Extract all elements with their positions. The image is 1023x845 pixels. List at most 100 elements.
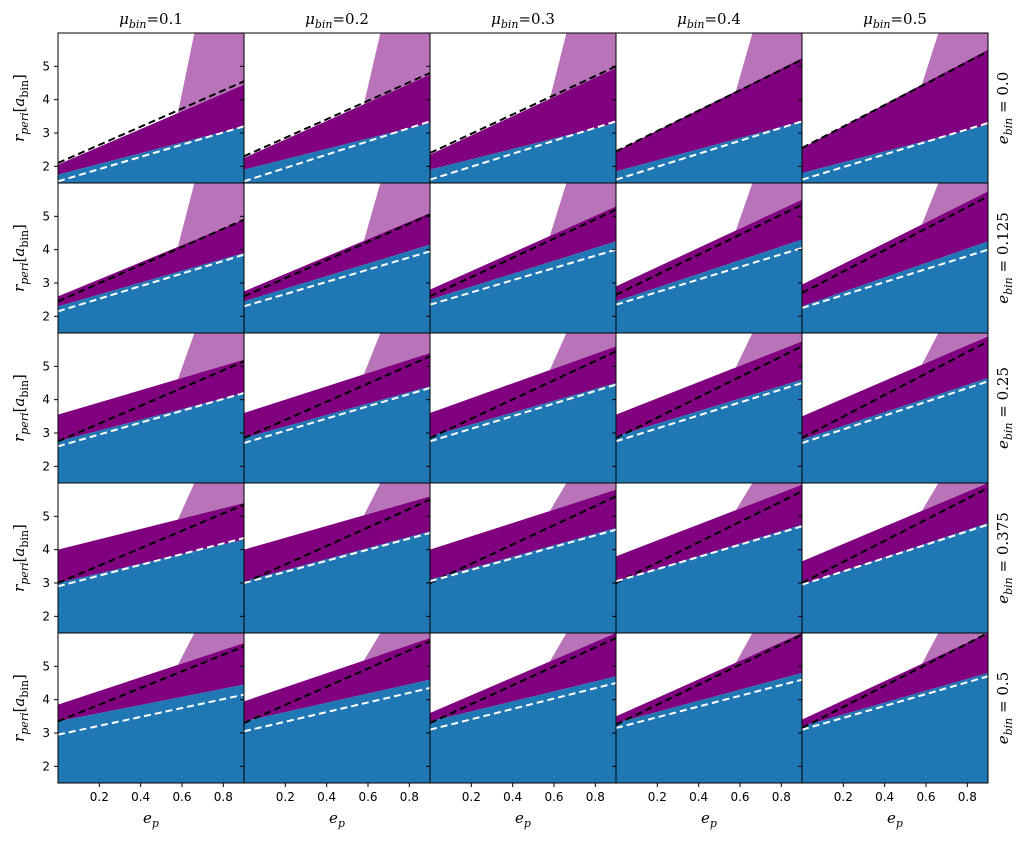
mixed-region (244, 496, 430, 582)
white-dashed-line (430, 682, 616, 731)
label-value: =0.3 (518, 10, 554, 28)
y-axis-label: rperi[abin] (10, 374, 31, 442)
y-axis-label: rperi[abin] (10, 224, 31, 292)
mixed-plume (363, 333, 430, 375)
label-bracket-close: ] (10, 224, 28, 230)
black-dashed-line (616, 58, 802, 153)
label-subscript: peri (18, 412, 31, 434)
unstable-region (244, 386, 430, 483)
mixed-plume (549, 483, 616, 511)
y-tick-label: 4 (42, 543, 50, 557)
y-tick-label: 3 (42, 276, 50, 290)
mixed-region (430, 68, 616, 170)
column-title: μbin=0.1 (119, 10, 183, 31)
label-subscript: p (896, 817, 903, 830)
y-axis-label: rperi[abin] (10, 74, 31, 142)
panel-r0-c3 (612, 32, 803, 187)
black-dashed-line (244, 355, 430, 439)
black-dashed-line (802, 50, 988, 149)
mixed-plume (177, 333, 244, 380)
label-subscript: bin (1002, 118, 1015, 136)
label-value: = 0.0 (994, 72, 1012, 118)
black-dashed-line (58, 360, 244, 443)
row-title: ebin = 0.25 (994, 367, 1015, 449)
mixed-plume (921, 33, 988, 85)
black-dashed-line (58, 218, 244, 303)
mixed-region (244, 353, 430, 438)
y-tick-label: 3 (42, 126, 50, 140)
label-symbol: e (701, 809, 710, 827)
x-tick-label: 0.4 (503, 790, 522, 804)
label-symbol: e (994, 135, 1012, 144)
mixed-plume (921, 183, 988, 225)
x-tick-label: 0.6 (358, 790, 377, 804)
label-value: = 0.375 (994, 512, 1012, 577)
label-subscript: p (338, 817, 345, 830)
black-dashed-line (244, 213, 430, 298)
black-dashed-line (616, 345, 802, 439)
label-bracket-close: ] (10, 524, 28, 530)
label-subscript: bin (873, 18, 891, 31)
column-title: μbin=0.3 (491, 10, 555, 31)
x-tick-label: 0.4 (875, 790, 894, 804)
x-tick-label: 0.4 (317, 790, 336, 804)
x-tick-label: 0.2 (462, 790, 481, 804)
label-value: =0.4 (704, 10, 740, 28)
label-bracket-subscript: bin (18, 680, 31, 698)
black-dashed-line (430, 350, 616, 439)
unstable-region (58, 684, 244, 783)
black-dashed-line (58, 503, 244, 584)
mixed-plume (921, 333, 988, 365)
y-tick-label: 2 (42, 309, 50, 323)
label-bracket-open: [ (10, 707, 28, 713)
mixed-region (244, 213, 430, 302)
unstable-region (244, 244, 430, 333)
mixed-plume (363, 183, 430, 241)
label-bracket-open: [ (10, 557, 28, 563)
black-dashed-line (244, 640, 430, 724)
unstable-region (244, 531, 430, 633)
panel-r3-c3 (612, 482, 803, 637)
x-tick-label: 0.8 (586, 790, 605, 804)
x-axis-label: ep (515, 809, 531, 830)
y-tick-label: 3 (42, 576, 50, 590)
label-subscript: p (152, 817, 159, 830)
panel-frame (801, 632, 989, 784)
label-subscript: bin (1002, 422, 1015, 440)
y-axis-label: rperi[abin] (10, 674, 31, 742)
y-tick-label: 2 (42, 459, 50, 473)
y-tick-label: 4 (42, 93, 50, 107)
y-tick-label: 5 (42, 509, 50, 523)
mixed-plume (549, 183, 616, 236)
mixed-region (430, 489, 616, 580)
label-subscript: peri (18, 112, 31, 134)
panel-r4-c1: 0.2 0.4 0.6 0.8 (240, 632, 431, 804)
black-dashed-line (244, 72, 430, 158)
panel-r2-c0: 2 3 4 5 (42, 332, 245, 487)
label-subscript: p (710, 817, 717, 830)
label-subscript: bin (129, 18, 147, 31)
mixed-plume (549, 333, 616, 371)
x-tick-label: 0.6 (730, 790, 749, 804)
mixed-region (244, 74, 430, 170)
label-value: =0.1 (146, 10, 182, 28)
mixed-plume (921, 483, 988, 511)
mixed-plume (549, 33, 616, 99)
label-subscript: peri (18, 262, 31, 284)
mixed-region (802, 336, 988, 440)
mixed-region (616, 58, 802, 172)
mixed-plume (735, 633, 802, 663)
x-tick-label: 0.6 (916, 790, 935, 804)
label-bracket-close: ] (10, 374, 28, 380)
row-title: ebin = 0.375 (994, 512, 1015, 604)
mixed-plume (363, 33, 430, 105)
x-axis-labels: ep ep ep ep ep (143, 809, 903, 830)
black-dashed-line (430, 65, 616, 154)
unstable-region (244, 679, 430, 783)
black-dashed-line (430, 208, 616, 298)
y-tick-label: 2 (42, 609, 50, 623)
unstable-region (802, 378, 988, 483)
unstable-region (616, 524, 802, 633)
mixed-region (58, 219, 244, 307)
label-bracket-symbol: a (10, 98, 28, 107)
